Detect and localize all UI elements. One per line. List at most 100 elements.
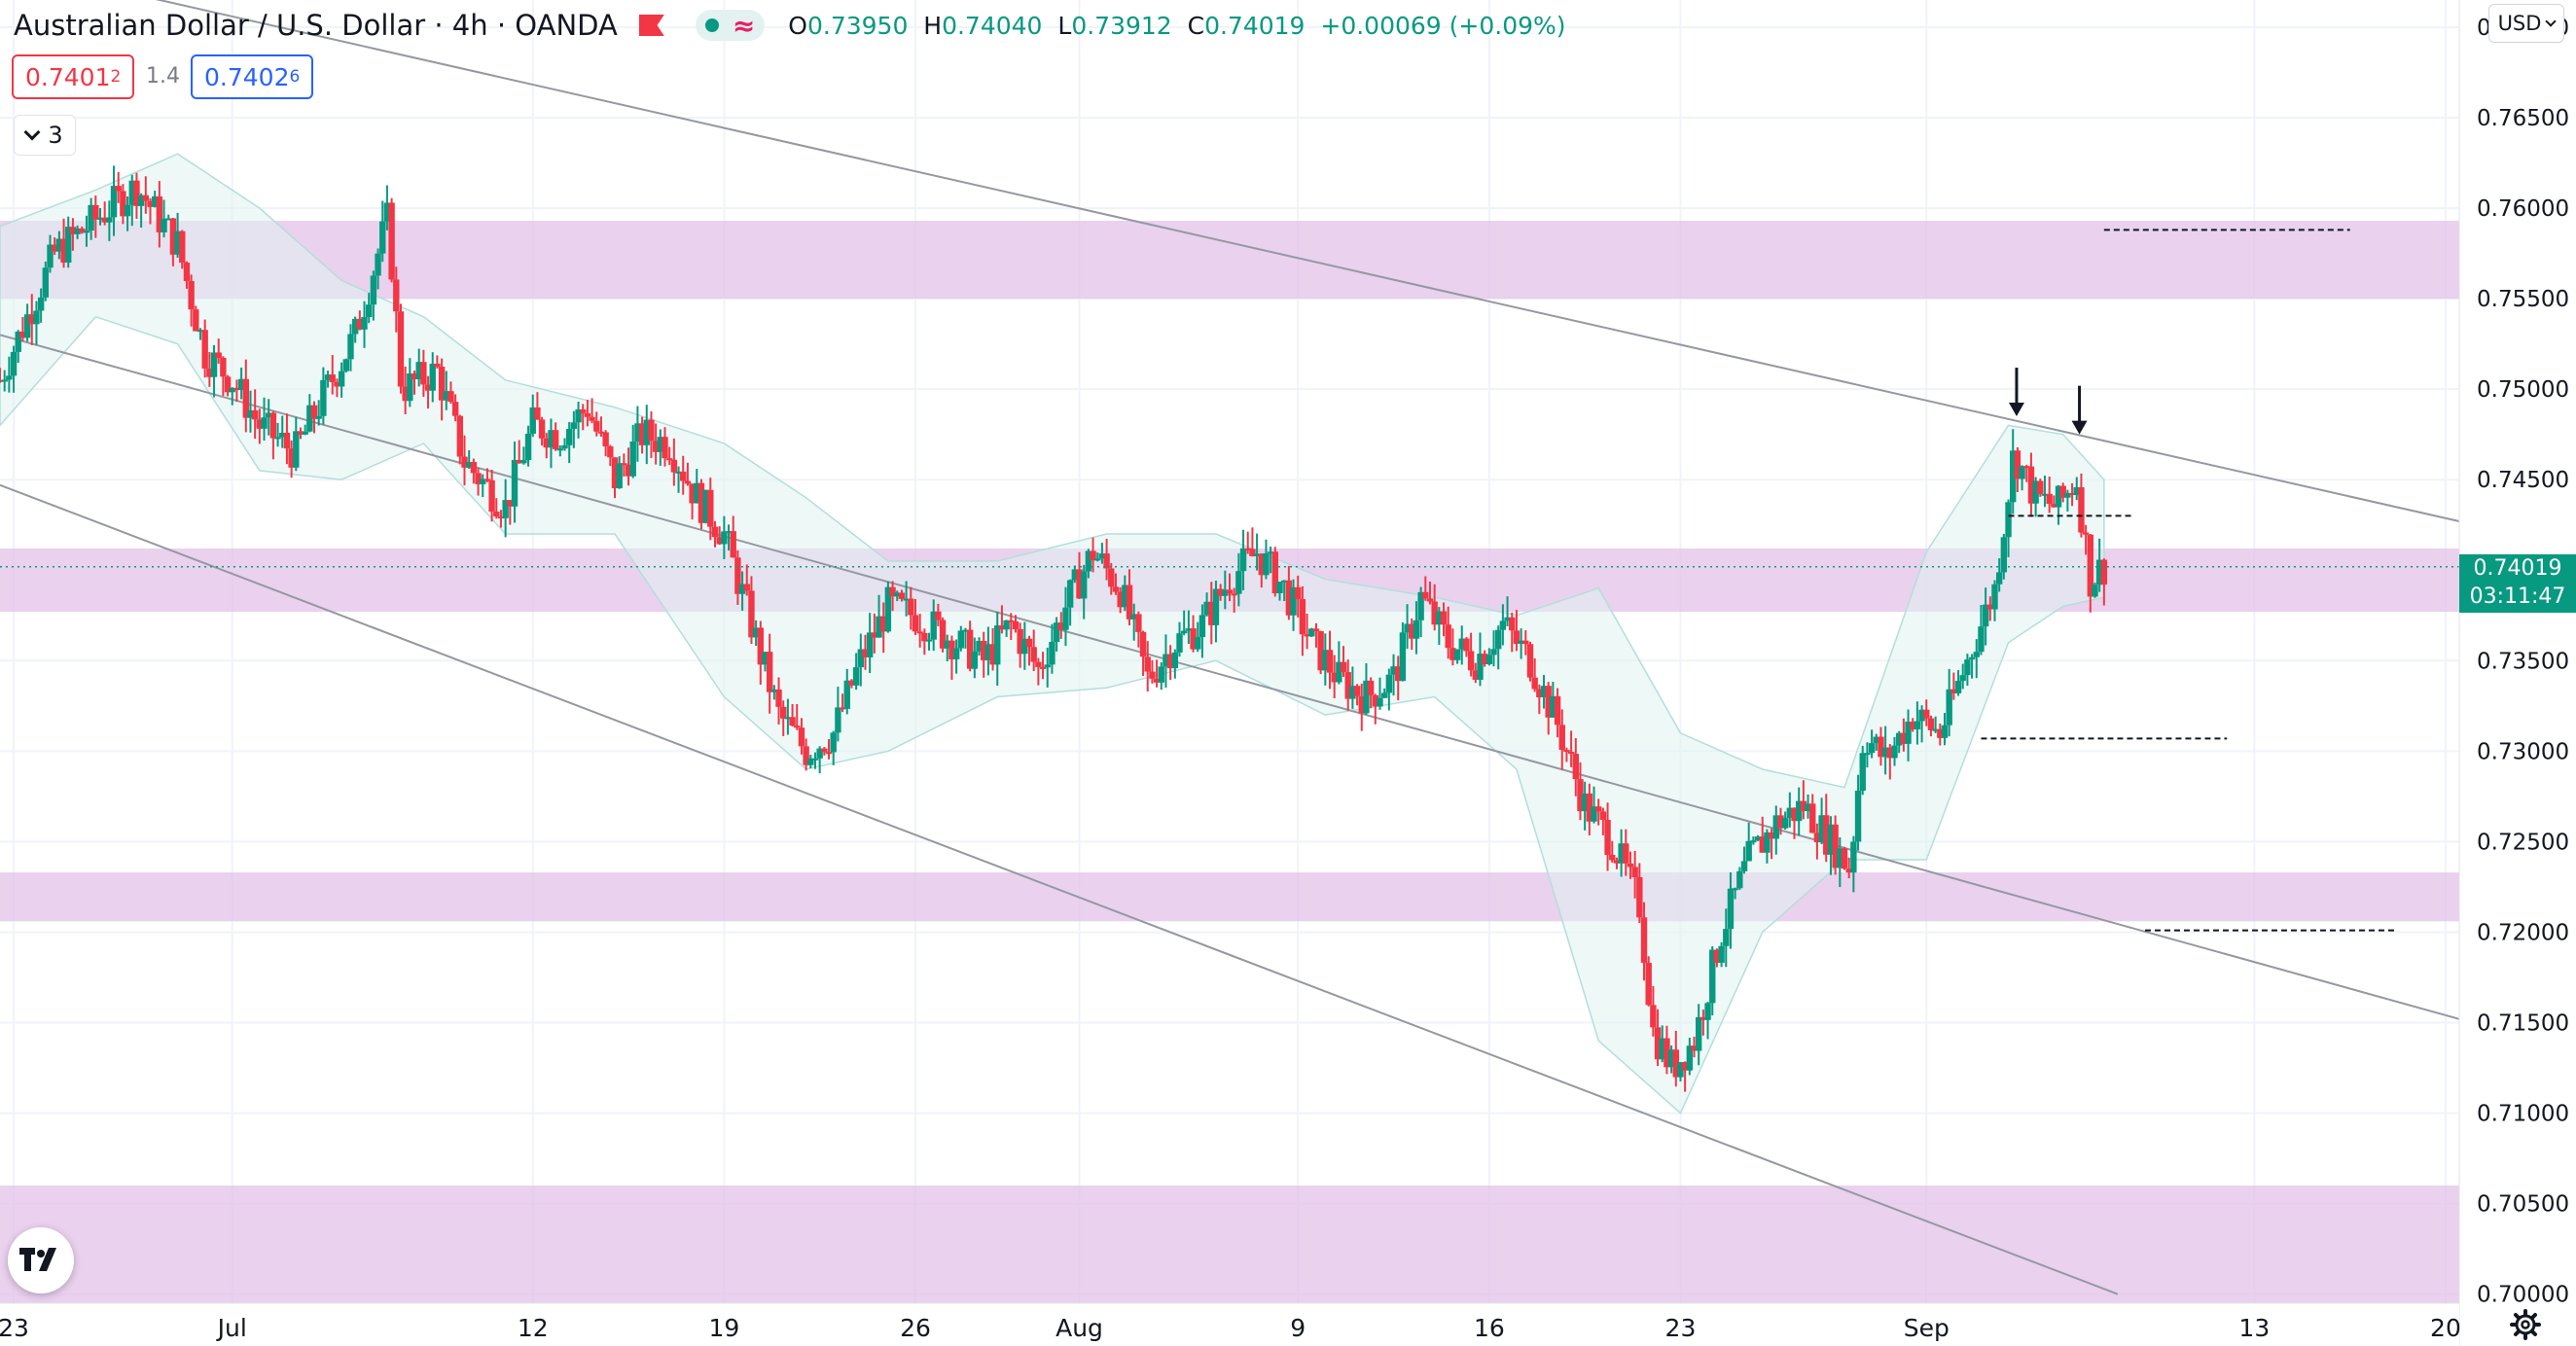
candle-body <box>1076 569 1083 599</box>
candle-body <box>297 431 304 435</box>
price-tick-label: 0.72500 <box>2477 830 2569 855</box>
currency-selector[interactable]: USD <box>2488 4 2564 43</box>
candle-body <box>998 625 1006 630</box>
time-tick-label: 12 <box>518 1314 549 1342</box>
candle-body <box>721 531 728 545</box>
zone-rect <box>0 1186 2459 1313</box>
candle-body <box>279 432 286 438</box>
candle-body <box>1057 622 1064 630</box>
candle-body <box>306 405 313 432</box>
candle-body <box>648 419 655 442</box>
indicator-status[interactable]: ≈ <box>695 10 766 42</box>
candle-body <box>1809 803 1816 833</box>
candle-body <box>930 611 937 640</box>
candle-body <box>242 378 249 418</box>
candle-body <box>1276 582 1283 594</box>
candle-body <box>1349 686 1356 699</box>
candle-body <box>1937 728 1944 738</box>
candle-body <box>69 227 77 234</box>
candle-body <box>1740 861 1748 871</box>
candle-body <box>520 460 527 464</box>
candle-body <box>28 314 35 325</box>
candle-body <box>652 441 660 452</box>
candle-body <box>247 409 254 418</box>
candle-body <box>1864 753 1871 756</box>
candle-body <box>2041 493 2049 496</box>
candle-body <box>1873 736 1879 744</box>
candle-body <box>2059 485 2066 498</box>
close-value: 0.74019 <box>1204 11 1306 40</box>
candle-body <box>1295 586 1302 600</box>
candle-body <box>1914 721 1921 729</box>
time-axis[interactable]: 23 Jul 12 19 26 Aug 9 16 23 Sep 13 20 <box>0 1302 2461 1346</box>
tradingview-logo-icon[interactable] <box>8 1227 74 1293</box>
buy-price-pip: 6 <box>289 67 301 87</box>
status-dot-icon <box>704 18 719 32</box>
candle-body <box>2005 502 2012 538</box>
candle-body <box>734 557 741 594</box>
candle-body <box>1973 652 1980 657</box>
symbol-title[interactable]: Australian Dollar / U.S. Dollar · 4h · O… <box>14 9 618 42</box>
candle-body <box>825 752 833 755</box>
flag-icon[interactable] <box>638 15 664 36</box>
high-value: 0.74040 <box>942 11 1043 40</box>
candle-body <box>2082 532 2090 535</box>
candle-body <box>1895 732 1903 746</box>
candle-body <box>843 680 850 709</box>
candle-body <box>944 640 950 649</box>
indicators-collapse-button[interactable]: 3 <box>14 115 76 156</box>
candle-body <box>1567 752 1575 755</box>
candle-body <box>1135 614 1142 632</box>
candle-body <box>1982 604 1989 627</box>
candle-body <box>1713 949 1721 963</box>
candle-body <box>2078 487 2085 533</box>
buy-button[interactable]: 0.7402 6 <box>191 54 314 99</box>
candle-body <box>629 441 636 477</box>
candle-body <box>803 746 809 765</box>
candle-body <box>379 221 386 254</box>
candle-body <box>1595 806 1602 812</box>
candle-body <box>2037 480 2044 494</box>
candle-body <box>1380 692 1388 698</box>
candle-body <box>634 423 641 442</box>
candle-body <box>561 444 568 449</box>
candle-body <box>1745 840 1752 862</box>
candle-body <box>1117 591 1124 608</box>
candle-body <box>1536 689 1543 698</box>
price-tick-label: 0.70000 <box>2477 1283 2569 1308</box>
candle-body <box>1677 1062 1684 1078</box>
candle-body <box>575 409 582 423</box>
candle-body <box>989 644 996 665</box>
sell-button[interactable]: 0.7401 2 <box>12 54 135 99</box>
time-tick-label: 23 <box>0 1314 29 1342</box>
time-tick-label: Sep <box>1904 1314 1950 1342</box>
candle-body <box>884 586 892 632</box>
candle-body <box>1627 863 1634 868</box>
candle-body <box>197 330 204 333</box>
candle-body <box>1176 633 1183 653</box>
candle-body <box>320 379 327 416</box>
candle-body <box>1723 929 1730 946</box>
price-axis[interactable]: 0.770000.765000.760000.755000.750000.745… <box>2458 0 2576 1346</box>
candle-body <box>1754 836 1762 841</box>
candle-body <box>1203 601 1210 616</box>
candle-body <box>935 611 942 620</box>
candle-body <box>1495 629 1502 650</box>
candle-body <box>361 316 368 330</box>
candle-body <box>383 202 391 222</box>
trendline <box>0 483 2119 1295</box>
candle-body <box>1126 584 1133 620</box>
candle-body <box>438 367 446 401</box>
candle-body <box>698 482 705 523</box>
candle-body <box>889 586 896 597</box>
candle-body <box>916 631 923 634</box>
candle-body <box>1481 654 1488 664</box>
candle-body <box>1035 661 1042 667</box>
candle-body <box>334 381 340 387</box>
candle-body <box>2027 466 2035 504</box>
candle-body <box>816 748 823 759</box>
ohlc-values: O0.73950 H0.74040 L0.73912 C0.74019 +0.0… <box>788 12 1565 40</box>
gear-icon[interactable] <box>2510 1309 2541 1340</box>
candle-body <box>1249 549 1256 556</box>
